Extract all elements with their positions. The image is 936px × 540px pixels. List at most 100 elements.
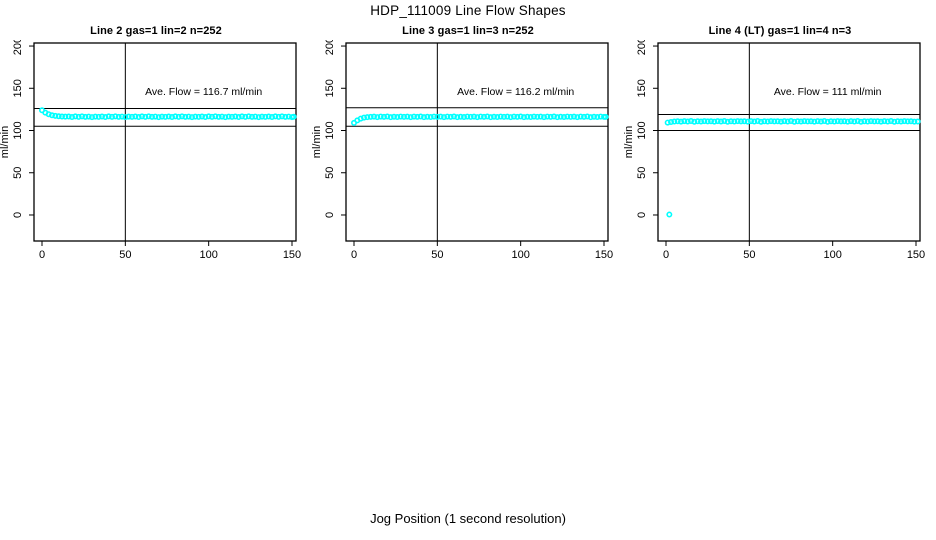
data-point	[794, 118, 801, 125]
data-point	[521, 114, 528, 121]
data-point	[541, 114, 548, 121]
data-point	[145, 113, 152, 120]
data-point	[884, 118, 891, 125]
data-point	[871, 118, 878, 125]
data-point	[464, 113, 471, 120]
data-point	[868, 118, 875, 125]
data-points	[38, 107, 297, 121]
data-point	[511, 113, 518, 120]
data-point	[239, 113, 246, 120]
data-point	[744, 118, 751, 125]
data-point	[821, 118, 828, 125]
data-point	[192, 113, 199, 120]
data-point	[105, 113, 112, 120]
data-point	[711, 118, 718, 125]
data-point	[451, 113, 458, 120]
data-point	[731, 118, 738, 125]
data-point	[290, 113, 297, 120]
data-point	[387, 114, 394, 121]
data-point	[507, 114, 514, 121]
data-point	[748, 118, 755, 125]
data-point	[414, 113, 421, 120]
data-point	[125, 113, 132, 120]
x-axis-label: Jog Position (1 second resolution)	[370, 511, 566, 526]
y-tick-label: 50	[324, 167, 336, 179]
data-point	[788, 118, 795, 125]
data-point	[48, 112, 55, 119]
data-point	[527, 113, 534, 120]
data-point	[172, 113, 179, 120]
data-point	[255, 114, 262, 121]
y-tick-label: 0	[12, 212, 24, 218]
data-point	[708, 118, 715, 125]
data-point	[129, 113, 136, 120]
data-point	[734, 118, 741, 125]
data-point	[577, 113, 584, 120]
data-point	[85, 113, 92, 120]
data-point	[831, 118, 838, 125]
data-point	[185, 113, 192, 120]
data-point	[580, 113, 587, 120]
data-point	[102, 113, 109, 120]
y-tick-label: 100	[324, 121, 336, 139]
data-point	[701, 118, 708, 125]
plot-line4: 0 50 100 150 0 50 100 150 200 ml/min Ave. Flow = 1…	[624, 40, 925, 261]
panel-line4-title: Line 4 (LT) gas=1 lin=4 n=3	[708, 25, 852, 37]
data-point	[897, 118, 904, 125]
data-point	[721, 118, 728, 125]
data-point	[781, 118, 788, 125]
data-point	[155, 114, 162, 121]
data-point	[904, 118, 911, 125]
data-point	[684, 118, 691, 125]
data-point	[454, 114, 461, 121]
data-point	[401, 113, 408, 120]
data-point	[52, 112, 59, 119]
data-point	[894, 118, 901, 125]
data-point	[534, 113, 541, 120]
y-tick-label: 200	[324, 40, 336, 55]
y-tick-label: 150	[12, 79, 24, 97]
panel-line3: Line 3 gas=1 lin=3 n=252 0 50 100 150 0 50 100…	[312, 22, 624, 282]
data-point	[524, 113, 531, 120]
data-point	[258, 113, 265, 120]
data-point	[758, 118, 765, 125]
data-point	[861, 118, 868, 125]
x-tick-label: 150	[595, 249, 613, 261]
data-point	[481, 113, 488, 120]
data-point	[364, 114, 371, 121]
data-point	[778, 118, 785, 125]
data-point	[132, 113, 139, 120]
data-point	[911, 118, 918, 125]
y-axis-title: ml/min	[0, 126, 11, 158]
data-point	[761, 118, 768, 125]
data-point	[268, 113, 275, 120]
data-point	[229, 113, 236, 120]
data-point	[768, 118, 775, 125]
data-point	[471, 113, 478, 120]
data-point	[914, 118, 921, 125]
data-point	[677, 118, 684, 125]
data-point	[841, 118, 848, 125]
data-point	[551, 113, 558, 120]
data-points	[350, 113, 609, 126]
data-point	[517, 113, 524, 120]
data-point	[391, 113, 398, 120]
data-point	[165, 113, 172, 120]
data-point	[212, 113, 219, 120]
data-point	[858, 118, 865, 125]
data-point	[477, 113, 484, 120]
data-point	[199, 113, 206, 120]
data-point	[79, 113, 86, 120]
data-point	[444, 113, 451, 120]
y-tick-label: 0	[324, 212, 336, 218]
data-point	[798, 118, 805, 125]
y-axis-title: ml/min	[312, 126, 323, 158]
x-tick-label: 100	[199, 249, 217, 261]
data-point	[404, 113, 411, 120]
y-tick-label: 50	[636, 167, 648, 179]
x-tick-label: 0	[663, 249, 669, 261]
data-point	[602, 113, 609, 120]
data-point	[901, 118, 908, 125]
data-point	[149, 113, 156, 120]
